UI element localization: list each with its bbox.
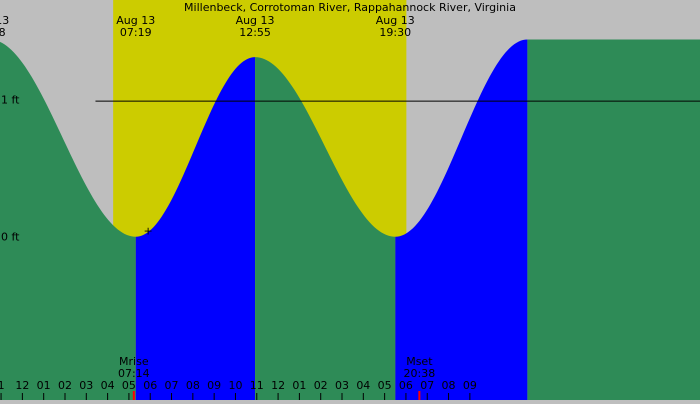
tide-event-time: 07:19 <box>120 26 152 39</box>
hour-tick-label: 04 <box>356 379 370 392</box>
hour-tick-label: 1 <box>0 379 5 392</box>
rising-tide-area <box>395 39 528 401</box>
hour-tick-label: 06 <box>143 379 157 392</box>
hour-tick-label: 08 <box>186 379 200 392</box>
rising-tide-area <box>135 57 256 400</box>
hour-tick-label: 01 <box>37 379 51 392</box>
hour-tick-label: 09 <box>207 379 221 392</box>
tide-area-layer <box>0 39 700 401</box>
tide-event-date: Aug 13 <box>236 14 275 27</box>
hour-tick-label: 04 <box>101 379 115 392</box>
falling-tide-area <box>0 41 136 401</box>
moon-plus-marker: + <box>143 225 152 238</box>
hour-tick-label: 01 <box>292 379 306 392</box>
hour-tick-label: 09 <box>463 379 477 392</box>
moonset-label: Mset <box>406 355 433 368</box>
hour-tick-label: 12 <box>271 379 285 392</box>
hour-tick-label: 03 <box>79 379 93 392</box>
hour-axis: 1 12 01 02 03 04 05 06 07 08 09 10 11 12 01 02 03 04 05 06 0… <box>0 379 477 400</box>
hour-tick-label: 03 <box>335 379 349 392</box>
tide-event-time: 12:55 <box>239 26 271 39</box>
hour-tick-label: 11 <box>250 379 264 392</box>
hour-tick-label: 07 <box>420 379 434 392</box>
level-label-1ft: 1 ft <box>1 94 20 107</box>
tide-event-date: Aug 13 <box>0 14 9 27</box>
hour-tick-label: 02 <box>314 379 328 392</box>
tide-event-date: Aug 13 <box>116 14 155 27</box>
chart-title: Millenbeck, Corrotoman River, Rappahanno… <box>184 1 516 14</box>
hour-tick-label: 10 <box>228 379 242 392</box>
hour-tick-label: 07 <box>165 379 179 392</box>
hour-tick-label: 05 <box>122 379 136 392</box>
falling-tide-area <box>527 39 700 401</box>
moonrise-time: 07:14 <box>118 367 150 380</box>
tide-event-time: 19:30 <box>379 26 411 39</box>
tide-event-date: Aug 13 <box>376 14 415 27</box>
falling-tide-area <box>255 57 396 400</box>
hour-tick-label: 06 <box>399 379 413 392</box>
moonset-time: 20:38 <box>404 367 436 380</box>
moonrise-label: Mrise <box>119 355 149 368</box>
hour-tick-label: 12 <box>15 379 29 392</box>
tide-event-time: 00:28 <box>0 26 6 39</box>
hour-tick-label: 05 <box>378 379 392 392</box>
hour-tick-label: 02 <box>58 379 72 392</box>
level-label-0ft: 0 ft <box>1 231 20 244</box>
hour-tick-label: 08 <box>442 379 456 392</box>
